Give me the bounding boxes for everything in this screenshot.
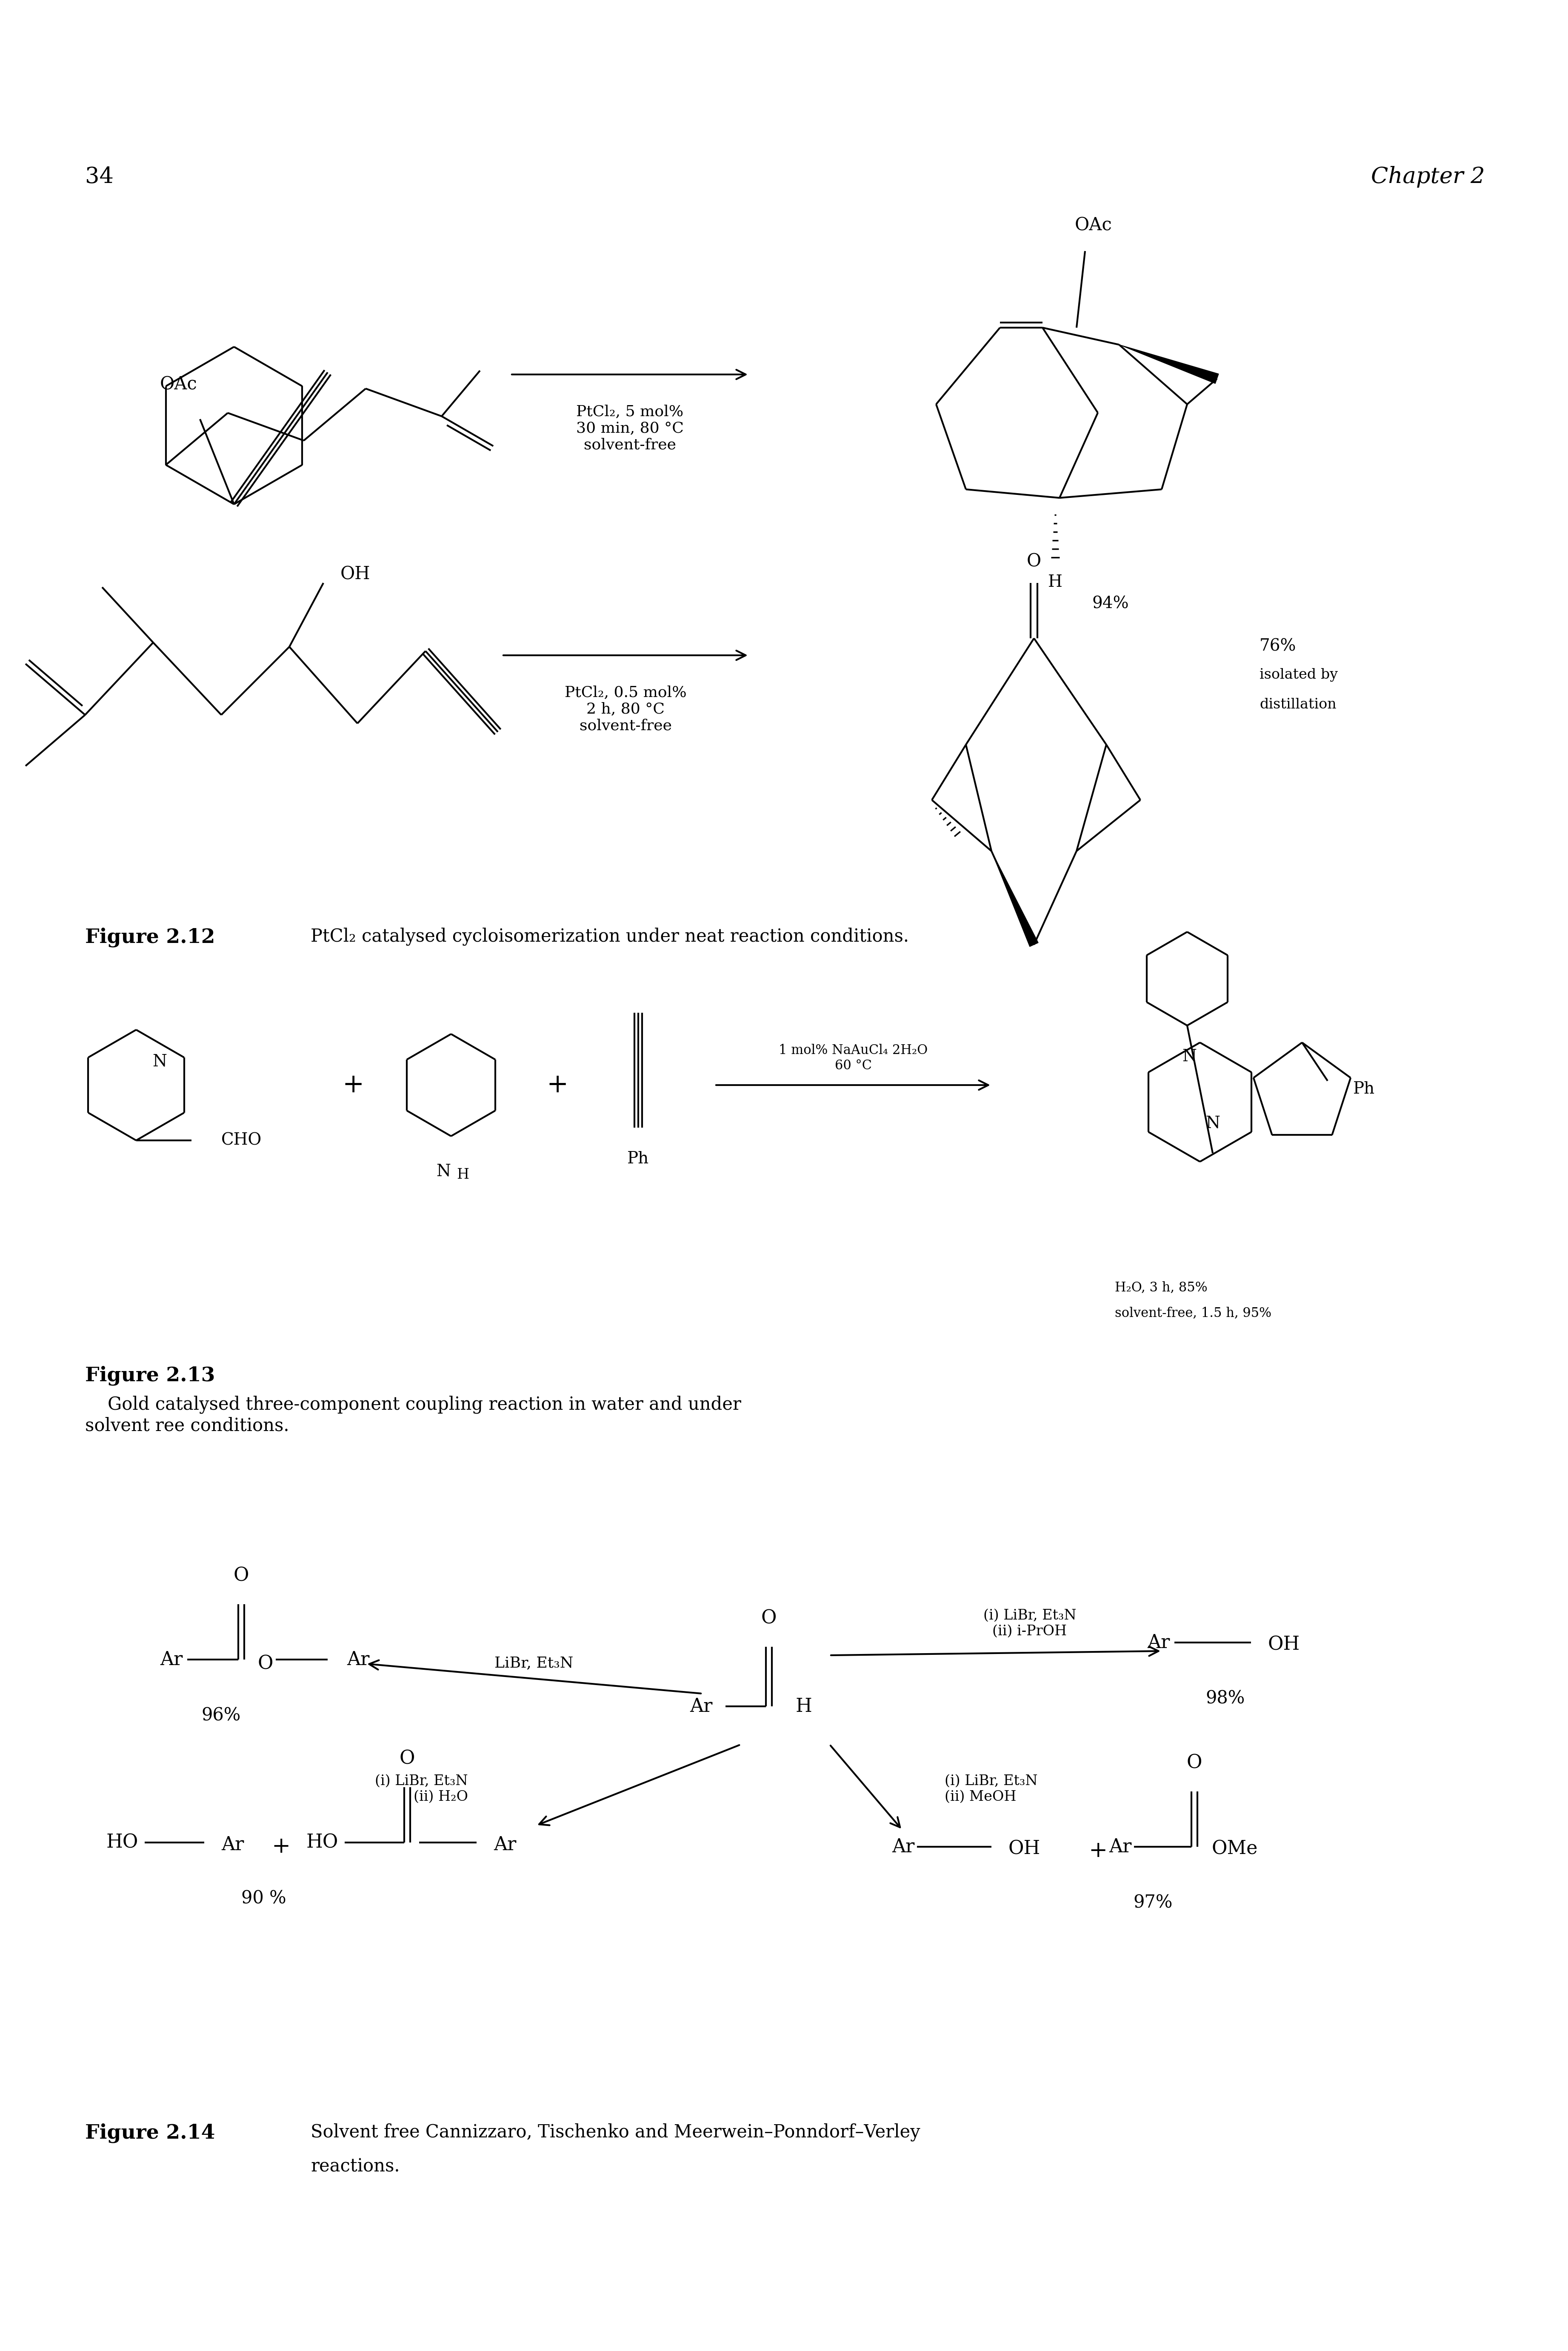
- Text: 98%: 98%: [1206, 1690, 1245, 1707]
- Text: Ar: Ar: [347, 1650, 370, 1669]
- Polygon shape: [991, 851, 1038, 947]
- Text: Ar: Ar: [690, 1697, 713, 1716]
- Text: Ar: Ar: [892, 1838, 914, 1855]
- Text: 97%: 97%: [1134, 1893, 1173, 1911]
- Text: 94%: 94%: [1093, 595, 1129, 611]
- Text: OH: OH: [1269, 1636, 1300, 1653]
- Text: 90 %: 90 %: [241, 1890, 287, 1907]
- Text: O: O: [257, 1655, 273, 1674]
- Text: distillation: distillation: [1259, 698, 1336, 712]
- Text: CHO: CHO: [221, 1133, 262, 1147]
- Text: O: O: [400, 1749, 416, 1768]
- Text: Solvent free Cannizzaro, Tischenko and Meerwein–Ponndorf–Verley: Solvent free Cannizzaro, Tischenko and M…: [310, 2123, 920, 2142]
- Text: Ar: Ar: [494, 1836, 516, 1855]
- Text: +: +: [271, 1836, 290, 1857]
- Text: 1 mol% NaAuCl₄ 2H₂O
60 °C: 1 mol% NaAuCl₄ 2H₂O 60 °C: [779, 1044, 928, 1072]
- Text: HO: HO: [107, 1834, 138, 1853]
- Text: N: N: [436, 1164, 450, 1180]
- Text: Gold catalysed three-component coupling reaction in water and under
solvent ree : Gold catalysed three-component coupling …: [85, 1396, 742, 1434]
- Text: 76%: 76%: [1259, 637, 1297, 654]
- Polygon shape: [1120, 346, 1218, 383]
- Text: (i) LiBr, Et₃N
(ii) i-PrOH: (i) LiBr, Et₃N (ii) i-PrOH: [983, 1608, 1076, 1639]
- Text: (i) LiBr, Et₃N
(ii) MeOH: (i) LiBr, Et₃N (ii) MeOH: [944, 1775, 1038, 1803]
- Text: Ar: Ar: [1148, 1634, 1170, 1653]
- Text: +: +: [1088, 1841, 1107, 1862]
- Text: +: +: [547, 1072, 568, 1098]
- Text: Figure 2.14: Figure 2.14: [85, 2123, 215, 2144]
- Text: O: O: [1027, 552, 1041, 571]
- Text: N: N: [152, 1053, 168, 1070]
- Text: OH: OH: [1008, 1841, 1041, 1857]
- Text: 34: 34: [85, 167, 113, 188]
- Text: H₂O, 3 h, 85%: H₂O, 3 h, 85%: [1115, 1281, 1207, 1293]
- Text: LiBr, Et₃N: LiBr, Et₃N: [494, 1655, 574, 1669]
- Text: O: O: [234, 1566, 249, 1585]
- Text: solvent-free, 1.5 h, 95%: solvent-free, 1.5 h, 95%: [1115, 1307, 1272, 1319]
- Text: N: N: [1206, 1114, 1220, 1131]
- Text: Ar: Ar: [160, 1650, 183, 1669]
- Text: H: H: [456, 1168, 469, 1183]
- Text: reactions.: reactions.: [310, 2158, 400, 2175]
- Text: PtCl₂, 5 mol%
30 min, 80 °C
solvent-free: PtCl₂, 5 mol% 30 min, 80 °C solvent-free: [575, 404, 684, 451]
- Text: O: O: [760, 1608, 776, 1627]
- Text: OMe: OMe: [1212, 1841, 1258, 1857]
- Text: PtCl₂ catalysed cycloisomerization under neat reaction conditions.: PtCl₂ catalysed cycloisomerization under…: [310, 929, 909, 945]
- Text: H: H: [1047, 574, 1063, 590]
- Text: PtCl₂, 0.5 mol%
2 h, 80 °C
solvent-free: PtCl₂, 0.5 mol% 2 h, 80 °C solvent-free: [564, 684, 687, 734]
- Text: 96%: 96%: [202, 1707, 241, 1723]
- Text: isolated by: isolated by: [1259, 668, 1338, 682]
- Text: N: N: [1182, 1049, 1196, 1065]
- Text: Ph: Ph: [627, 1152, 649, 1166]
- Text: (i) LiBr, Et₃N
(ii) H₂O: (i) LiBr, Et₃N (ii) H₂O: [375, 1775, 469, 1803]
- Text: Ph: Ph: [1353, 1081, 1375, 1098]
- Text: HO: HO: [306, 1834, 339, 1853]
- Text: Chapter 2: Chapter 2: [1370, 167, 1485, 188]
- Text: OAc: OAc: [1076, 216, 1112, 235]
- Text: Ar: Ar: [221, 1836, 245, 1855]
- Text: H: H: [795, 1697, 812, 1716]
- Text: Figure 2.12: Figure 2.12: [85, 929, 215, 947]
- Text: O: O: [1187, 1754, 1203, 1773]
- Text: +: +: [342, 1072, 364, 1098]
- Text: OH: OH: [340, 567, 370, 583]
- Text: OAc: OAc: [160, 376, 198, 393]
- Text: Ar: Ar: [1109, 1838, 1132, 1855]
- Text: Figure 2.13: Figure 2.13: [85, 1366, 215, 1385]
